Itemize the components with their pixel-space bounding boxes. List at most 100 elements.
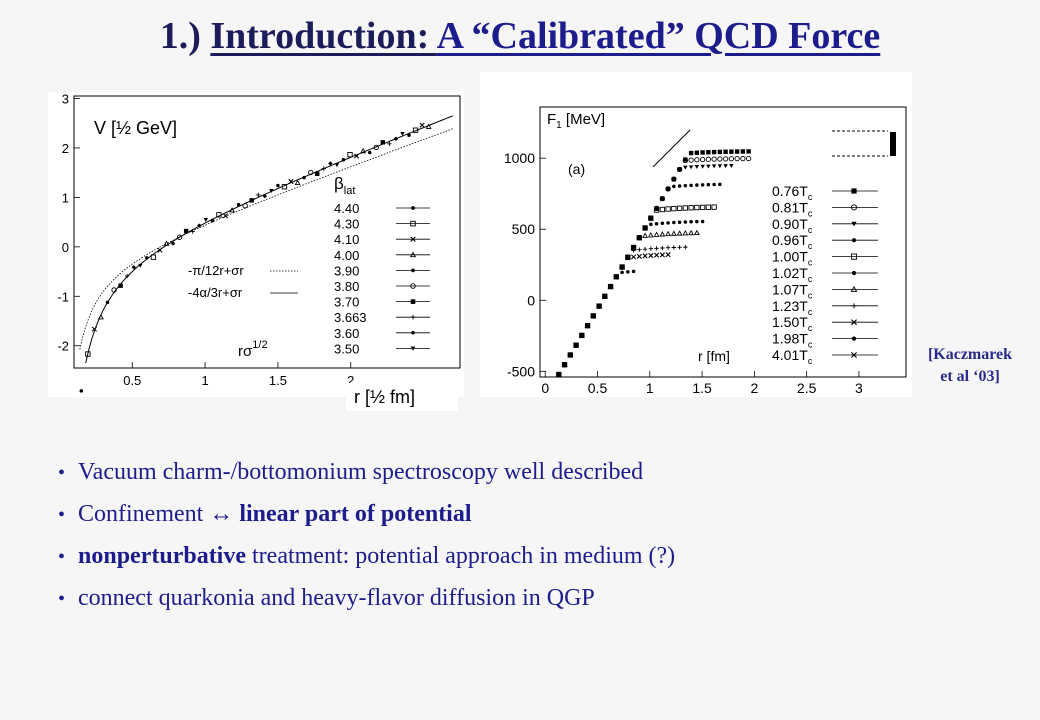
y-tick-label: -2 (57, 339, 69, 354)
y-tick-label: 0 (62, 240, 69, 255)
marker (157, 247, 163, 253)
beta-legend-label: 3.663 (334, 310, 367, 325)
marker (642, 225, 648, 231)
marker (653, 231, 660, 237)
marker (321, 166, 327, 171)
marker (591, 314, 596, 318)
marker (642, 253, 648, 259)
marker (723, 164, 728, 169)
marker (111, 287, 117, 293)
marker (694, 157, 700, 163)
marker (249, 198, 254, 203)
marker (131, 265, 136, 270)
marker (717, 164, 723, 169)
marker (683, 220, 688, 224)
marker (585, 323, 590, 328)
marker (683, 165, 688, 170)
beta-legend-label: 3.80 (334, 279, 359, 294)
marker (740, 155, 746, 162)
y-tick-label: 1000 (504, 150, 535, 166)
marker (717, 156, 723, 162)
temperature-legend: 0.76Tc0.81Tc0.90Tc0.96Tc1.00Tc1.02Tc1.07… (772, 183, 878, 366)
marker (706, 150, 711, 155)
bullet-dot: • (58, 462, 66, 484)
marker (648, 252, 654, 259)
beta-lat-title: βlat (334, 174, 355, 197)
marker (302, 175, 306, 180)
marker (619, 264, 625, 270)
x-tick-label: 0 (541, 380, 549, 396)
bullet-list: • Vacuum charm-/bottomonium spectroscopy … (58, 452, 1018, 620)
title-subject: A “Calibrated” QCD Force (436, 15, 881, 57)
x-tick-label: 1.5 (269, 373, 287, 388)
beta-legend-label: 3.50 (334, 341, 359, 356)
marker (222, 213, 229, 219)
marker (568, 353, 573, 358)
marker (711, 149, 717, 155)
citation: [Kaczmarek et al ‘03] (900, 344, 1040, 388)
marker (711, 204, 717, 210)
asymptote-bar (890, 132, 896, 156)
marker (419, 122, 425, 128)
marker (694, 150, 700, 155)
marker (637, 247, 642, 252)
potential-x-axis-label: r [½ fm] (346, 383, 458, 411)
y-tick-label: 3 (62, 92, 69, 106)
marker (410, 236, 416, 242)
beta-legend-label: 3.70 (334, 295, 359, 310)
marker (734, 155, 740, 162)
marker (642, 246, 648, 252)
x-tick-label: 1 (201, 373, 208, 388)
marker (700, 219, 705, 224)
temperature-legend-label: 1.23Tc (772, 298, 813, 317)
marker (711, 164, 717, 169)
marker (728, 156, 735, 162)
marker (387, 141, 392, 147)
marker (851, 188, 857, 194)
beta-legend-label: 3.60 (334, 326, 359, 341)
marker (649, 216, 653, 220)
marker (176, 234, 183, 240)
marker (654, 246, 659, 251)
marker (688, 229, 695, 236)
marker (850, 253, 858, 260)
curve-pi-12 (79, 128, 453, 350)
marker (705, 156, 712, 162)
x-tick-label: 2 (347, 373, 354, 388)
bullet-item: • connect quarkonia and heavy-flavor diff… (58, 578, 1018, 620)
marker (412, 127, 419, 133)
marker (625, 255, 631, 261)
marker (676, 166, 683, 172)
marker (410, 220, 416, 227)
marker (682, 205, 689, 211)
r-fm-axis-label: r [fm] (698, 348, 730, 364)
marker (647, 232, 654, 238)
temperature-legend-label: 0.81Tc (772, 199, 813, 218)
marker (706, 182, 711, 187)
marker (620, 270, 624, 275)
marker (745, 155, 752, 162)
marker (411, 330, 415, 335)
marker (851, 352, 857, 358)
curve-legend-2: -4α/3r+σr (188, 285, 243, 300)
marker (380, 140, 385, 145)
slide-title: 1.) Introduction: A “Calibrated” QCD For… (0, 14, 1040, 58)
marker (614, 275, 619, 279)
r-sigma-annotation: rσ1/2 (238, 339, 268, 360)
marker (269, 189, 274, 194)
right-points (555, 149, 752, 378)
beta-legend-label: 4.30 (334, 217, 359, 232)
marker (190, 229, 195, 234)
marker (694, 165, 700, 170)
marker (677, 245, 682, 250)
bullet-item: • Vacuum charm-/bottomonium spectroscopy … (58, 452, 1018, 494)
marker (294, 179, 301, 186)
marker (677, 220, 682, 224)
marker (682, 157, 689, 164)
plot-frame (539, 106, 907, 378)
y-tick-label: -1 (57, 289, 69, 304)
marker (411, 268, 415, 273)
marker (171, 241, 175, 246)
marker (683, 157, 688, 162)
